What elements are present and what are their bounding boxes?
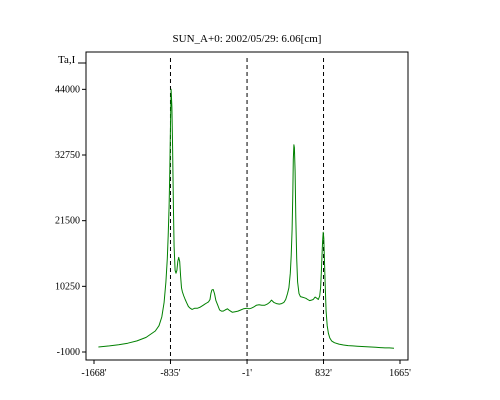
series-line-1 [98, 88, 395, 349]
y-tick-label: 32750 [55, 150, 80, 161]
x-tick-label: 832' [315, 368, 332, 379]
chart-title: SUN_A+0: 2002/05/29: 6.06[cm] [173, 33, 322, 45]
x-tick-label: 1665' [389, 368, 411, 379]
axis-ticks: -1668' -835' -1' 832' 1665' -1000 10250 21500 32… [55, 84, 411, 379]
x-tick-label: -1668' [81, 368, 106, 379]
reference-lines [169, 58, 325, 360]
y-tick-label: 44000 [55, 84, 80, 95]
y-tick-label: 21500 [55, 216, 80, 227]
plot-frame [78, 51, 409, 361]
x-tick-label: -835' [160, 368, 180, 379]
series-layer [98, 88, 395, 349]
y-tick-label: 10250 [55, 281, 80, 292]
y-tick-label: -1000 [57, 347, 80, 358]
x-tick-label: -1' [242, 368, 252, 379]
y-axis-label: Ta,I [58, 54, 76, 66]
